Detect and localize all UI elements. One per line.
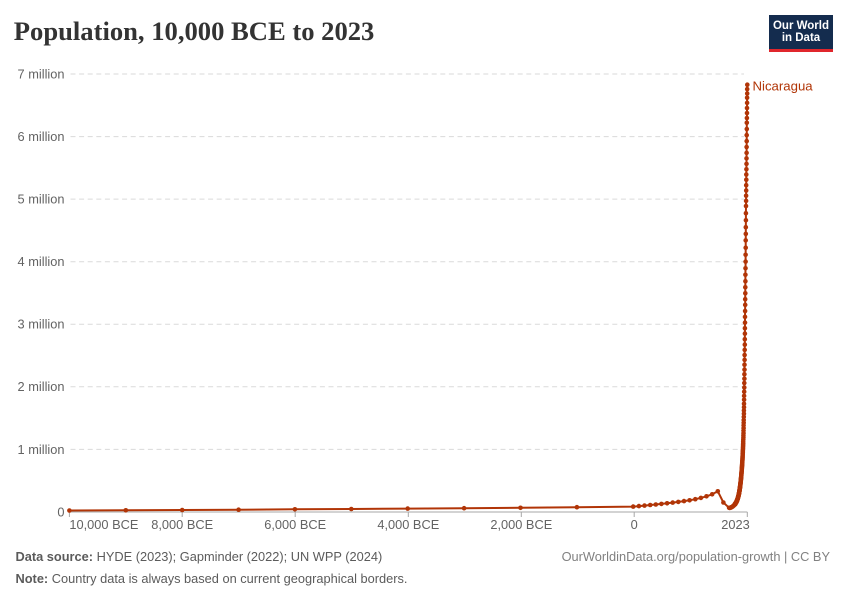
svg-text:0: 0 [631, 517, 638, 532]
svg-text:2,000 BCE: 2,000 BCE [490, 517, 552, 532]
svg-text:10,000 BCE: 10,000 BCE [69, 517, 138, 532]
svg-text:3 million: 3 million [18, 317, 65, 332]
svg-text:4,000 BCE: 4,000 BCE [377, 517, 439, 532]
svg-text:6 million: 6 million [18, 129, 65, 144]
svg-text:5 million: 5 million [18, 192, 65, 207]
svg-text:7 million: 7 million [18, 67, 65, 82]
svg-text:0: 0 [57, 504, 64, 519]
svg-text:1 million: 1 million [18, 442, 65, 457]
svg-text:2023: 2023 [721, 517, 749, 532]
svg-text:8,000 BCE: 8,000 BCE [151, 517, 213, 532]
svg-text:6,000 BCE: 6,000 BCE [264, 517, 326, 532]
svg-text:Nicaragua: Nicaragua [753, 79, 814, 94]
svg-text:4 million: 4 million [18, 254, 65, 269]
svg-text:2 million: 2 million [18, 379, 65, 394]
